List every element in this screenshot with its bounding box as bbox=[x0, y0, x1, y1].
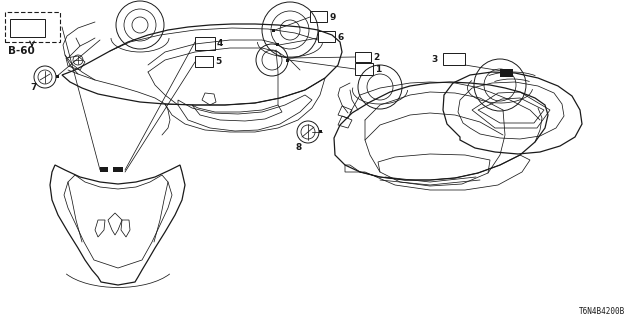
Text: 5: 5 bbox=[215, 58, 221, 67]
Bar bbox=[286, 59, 289, 62]
Text: T6N4B4200B: T6N4B4200B bbox=[579, 307, 625, 316]
Bar bbox=[272, 29, 275, 32]
Bar bbox=[276, 43, 279, 46]
Bar bbox=[5, 12, 60, 42]
Bar bbox=[56, 75, 59, 78]
Bar bbox=[355, 63, 373, 75]
Bar bbox=[10, 19, 45, 37]
Bar bbox=[443, 53, 465, 65]
Text: 6: 6 bbox=[337, 34, 343, 43]
Bar bbox=[500, 69, 513, 77]
Bar bbox=[100, 167, 108, 172]
Bar bbox=[195, 37, 215, 50]
Bar bbox=[318, 31, 335, 42]
Text: 9: 9 bbox=[329, 12, 335, 21]
Bar bbox=[355, 52, 371, 62]
Text: 3: 3 bbox=[432, 54, 438, 63]
Text: B-60: B-60 bbox=[8, 46, 35, 56]
Text: 2: 2 bbox=[373, 52, 380, 61]
Bar bbox=[113, 167, 123, 172]
Bar bbox=[310, 11, 327, 22]
Bar bbox=[195, 56, 213, 67]
Text: 8: 8 bbox=[296, 143, 302, 153]
Text: 1: 1 bbox=[375, 65, 381, 74]
Text: 7: 7 bbox=[30, 84, 36, 92]
Text: 4: 4 bbox=[217, 39, 223, 49]
Bar bbox=[319, 130, 322, 133]
